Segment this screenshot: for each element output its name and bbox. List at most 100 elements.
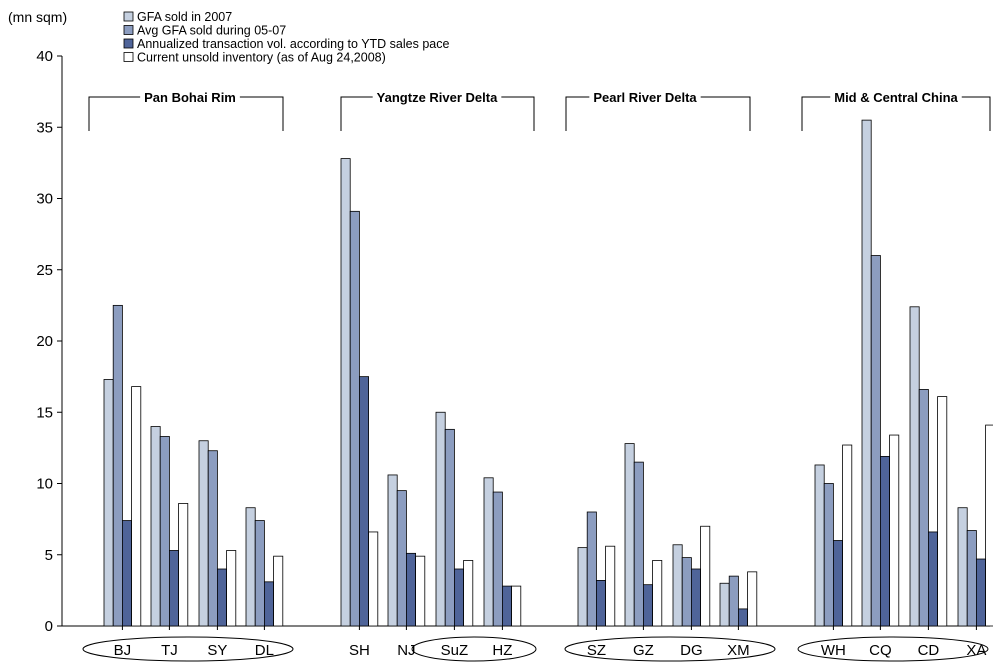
bar-xa-series-4 (985, 424, 993, 627)
bar-group-hz (483, 477, 522, 627)
bar-hz-series-3 (501, 585, 512, 627)
x-tick-label-cd: CD (918, 642, 940, 659)
bar-group-sy (198, 440, 237, 627)
y-tick-label: 20 (36, 333, 53, 350)
y-tick-label: 35 (36, 119, 53, 136)
bar-bj-series-3 (122, 520, 133, 627)
y-tick-label: 0 (45, 618, 53, 635)
x-tick-label-sy: SY (207, 642, 227, 659)
bar-bj-series-4 (131, 386, 142, 627)
legend-item-2: Avg GFA sold during 05-07 (123, 24, 286, 38)
label-group-ellipse-1 (82, 636, 294, 662)
legend-item-4: Current unsold inventory (as of Aug 24,2… (123, 51, 386, 65)
bar-xa-series-3 (976, 558, 987, 627)
region-bracket-right (700, 96, 751, 131)
bar-sz-series-1 (577, 547, 588, 627)
bar-cq-series-3 (880, 456, 891, 627)
legend-item-1: GFA sold in 2007 (123, 10, 232, 24)
region-label: Mid & Central China (834, 90, 958, 105)
bar-dl-series-4 (273, 555, 284, 627)
x-tick-label-tj: TJ (161, 642, 178, 659)
bar-group-bj (103, 304, 142, 627)
bar-gz-series-4 (652, 560, 663, 627)
region-label: Yangtze River Delta (377, 90, 498, 105)
bar-xm-series-1 (719, 582, 730, 627)
x-tick-label-dl: DL (255, 642, 274, 659)
bar-bj-series-1 (103, 379, 114, 627)
bar-gz-series-3 (643, 584, 654, 627)
bar-sh-series-1 (340, 158, 351, 627)
x-tick-label-nj: NJ (397, 642, 415, 659)
x-tick-label-wh: WH (821, 642, 846, 659)
bar-sy-series-1 (198, 440, 209, 627)
legend-label: GFA sold in 2007 (137, 10, 232, 24)
bar-cd-series-1 (909, 306, 920, 627)
legend-swatch (123, 38, 134, 49)
legend-swatch (123, 52, 134, 62)
bar-dl-series-1 (245, 507, 256, 627)
bar-xa-series-1 (957, 507, 968, 627)
bar-group-sh (340, 158, 379, 627)
bar-tj-series-1 (150, 426, 161, 627)
x-tick-label-xa: XA (966, 642, 986, 659)
bar-nj-series-3 (405, 552, 416, 627)
bar-sz-series-4 (605, 545, 616, 627)
y-tick-label: 40 (36, 48, 53, 65)
bar-dg-series-4 (700, 525, 711, 627)
bar-nj-series-1 (387, 474, 398, 627)
bar-cd-series-4 (937, 396, 948, 627)
bar-group-cd (909, 306, 948, 627)
bar-group-cq (861, 119, 900, 627)
bar-sh-series-2 (349, 210, 360, 627)
y-axis-unit-label: (mn sqm) (8, 9, 67, 25)
region-bracket-4: Mid & Central China (801, 90, 991, 131)
bar-cd-series-2 (918, 389, 929, 627)
bar-sz-series-2 (586, 511, 597, 627)
bar-gz-series-1 (624, 443, 635, 627)
bar-xm-series-4 (747, 571, 758, 627)
bar-sy-series-2 (207, 450, 218, 627)
bar-sh-series-4 (368, 531, 379, 627)
bar-tj-series-2 (159, 436, 170, 627)
bar-group-tj (150, 426, 189, 627)
bar-group-sz (577, 511, 616, 627)
bar-gz-series-2 (633, 461, 644, 627)
region-bracket-left (801, 96, 831, 131)
bar-hz-series-2 (492, 491, 503, 627)
bar-group-dg (672, 525, 711, 627)
bar-wh-series-3 (833, 540, 844, 627)
bar-group-dl (245, 507, 284, 627)
bar-group-nj (387, 474, 426, 627)
y-tick-label: 10 (36, 476, 53, 493)
x-tick-label-cq: CQ (869, 642, 892, 659)
bar-cq-series-1 (861, 119, 872, 627)
region-bracket-1: Pan Bohai Rim (88, 90, 284, 131)
bar-bj-series-2 (112, 304, 123, 627)
bar-cq-series-2 (870, 255, 881, 627)
bar-group-gz (624, 443, 663, 627)
region-bracket-2: Yangtze River Delta (340, 90, 535, 131)
bar-wh-series-1 (814, 464, 825, 627)
bar-tj-series-4 (178, 503, 189, 627)
x-tick-label-bj: BJ (114, 642, 132, 659)
legend-label: Annualized transaction vol. according to… (137, 37, 449, 51)
bar-dg-series-1 (672, 544, 683, 627)
bar-xm-series-2 (728, 575, 739, 627)
bar-suz-series-1 (435, 411, 446, 627)
legend-swatch (123, 11, 134, 22)
legend-label: Current unsold inventory (as of Aug 24,2… (137, 51, 386, 65)
bar-dg-series-2 (681, 557, 692, 627)
bar-group-wh (814, 444, 853, 627)
bar-cq-series-4 (889, 434, 900, 627)
bar-dg-series-3 (691, 568, 702, 627)
legend-swatch (123, 25, 134, 35)
bar-dl-series-3 (263, 581, 274, 627)
legend-item-3: Annualized transaction vol. according to… (123, 37, 449, 51)
bar-hz-series-1 (483, 477, 494, 627)
bar-wh-series-2 (823, 483, 834, 627)
bar-wh-series-4 (842, 444, 853, 627)
region-bracket-left (340, 96, 373, 131)
region-bracket-left (565, 96, 590, 131)
